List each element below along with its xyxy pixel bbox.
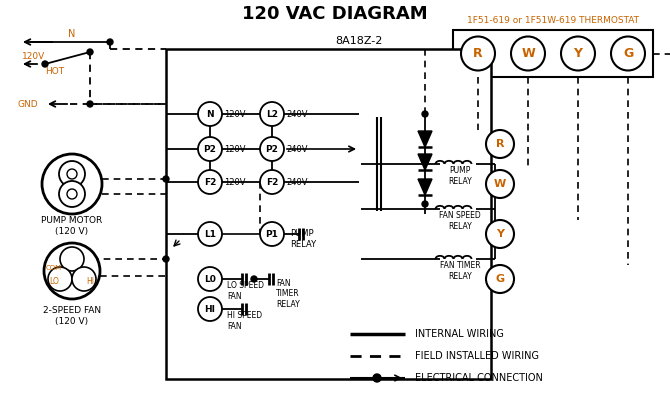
Circle shape	[59, 161, 85, 187]
Polygon shape	[418, 154, 432, 170]
Circle shape	[611, 36, 645, 70]
Circle shape	[198, 297, 222, 321]
Text: FAN TIMER
RELAY: FAN TIMER RELAY	[440, 261, 480, 281]
Text: W: W	[521, 47, 535, 60]
Text: 240V: 240V	[286, 109, 308, 119]
Bar	[453, 30, 653, 77]
Circle shape	[42, 61, 48, 67]
Circle shape	[561, 36, 595, 70]
Text: P2: P2	[204, 145, 216, 153]
Circle shape	[198, 222, 222, 246]
Circle shape	[260, 102, 284, 126]
Circle shape	[486, 220, 514, 248]
Circle shape	[373, 374, 381, 382]
Text: LO SPEED
FAN: LO SPEED FAN	[227, 281, 264, 301]
Text: PUMP MOTOR
(120 V): PUMP MOTOR (120 V)	[42, 216, 103, 236]
Text: HI: HI	[86, 277, 94, 285]
Circle shape	[163, 176, 169, 182]
Circle shape	[511, 36, 545, 70]
Circle shape	[486, 170, 514, 198]
Circle shape	[72, 267, 96, 291]
Text: PUMP
RELAY: PUMP RELAY	[448, 166, 472, 186]
Text: 120V: 120V	[224, 109, 245, 119]
Circle shape	[198, 170, 222, 194]
Circle shape	[422, 201, 428, 207]
Text: 120V: 120V	[22, 52, 46, 60]
Text: 120 VAC DIAGRAM: 120 VAC DIAGRAM	[242, 5, 428, 23]
Circle shape	[260, 222, 284, 246]
Text: 120V: 120V	[224, 145, 245, 153]
Circle shape	[60, 247, 84, 271]
Circle shape	[67, 169, 77, 179]
Polygon shape	[418, 179, 432, 195]
Text: F2: F2	[266, 178, 278, 186]
Circle shape	[87, 101, 93, 107]
Circle shape	[44, 243, 100, 299]
Text: L0: L0	[204, 274, 216, 284]
Text: N: N	[68, 29, 76, 39]
Circle shape	[198, 102, 222, 126]
Text: FAN
TIMER
RELAY: FAN TIMER RELAY	[276, 279, 299, 309]
Text: 1F51-619 or 1F51W-619 THERMOSTAT: 1F51-619 or 1F51W-619 THERMOSTAT	[467, 16, 639, 24]
Text: PUMP
RELAY: PUMP RELAY	[290, 229, 316, 249]
Circle shape	[42, 154, 102, 214]
Text: GND: GND	[18, 99, 39, 109]
Bar	[166, 49, 491, 379]
Circle shape	[461, 36, 495, 70]
Text: FAN SPEED
RELAY: FAN SPEED RELAY	[439, 211, 481, 231]
Text: G: G	[623, 47, 633, 60]
Text: R: R	[496, 139, 505, 149]
Text: 240V: 240V	[286, 178, 308, 186]
Circle shape	[486, 265, 514, 293]
Circle shape	[198, 267, 222, 291]
Text: LO: LO	[49, 277, 59, 285]
Text: 120V: 120V	[224, 178, 245, 186]
Polygon shape	[418, 131, 432, 147]
Text: L2: L2	[266, 109, 278, 119]
Text: P1: P1	[265, 230, 279, 238]
Circle shape	[87, 49, 93, 55]
Text: G: G	[495, 274, 505, 284]
Text: F2: F2	[204, 178, 216, 186]
Circle shape	[422, 111, 428, 117]
Text: INTERNAL WIRING: INTERNAL WIRING	[415, 329, 504, 339]
Text: R: R	[473, 47, 483, 60]
Text: HI: HI	[204, 305, 216, 313]
Text: L1: L1	[204, 230, 216, 238]
Circle shape	[107, 39, 113, 45]
Text: Y: Y	[496, 229, 504, 239]
Text: HOT: HOT	[46, 67, 64, 75]
Circle shape	[260, 170, 284, 194]
Text: P2: P2	[265, 145, 279, 153]
Text: N: N	[206, 109, 214, 119]
Text: 2-SPEED FAN
(120 V): 2-SPEED FAN (120 V)	[43, 306, 101, 326]
Text: 8A18Z-2: 8A18Z-2	[335, 36, 382, 46]
Text: ELECTRICAL CONNECTION: ELECTRICAL CONNECTION	[415, 373, 543, 383]
Circle shape	[59, 181, 85, 207]
Text: HI SPEED
FAN: HI SPEED FAN	[227, 311, 262, 331]
Circle shape	[251, 276, 257, 282]
Text: FIELD INSTALLED WIRING: FIELD INSTALLED WIRING	[415, 351, 539, 361]
Circle shape	[67, 189, 77, 199]
Circle shape	[48, 267, 72, 291]
Circle shape	[198, 137, 222, 161]
Text: 240V: 240V	[286, 145, 308, 153]
Text: W: W	[494, 179, 506, 189]
Text: COM: COM	[46, 265, 62, 271]
Circle shape	[163, 256, 169, 262]
Circle shape	[260, 137, 284, 161]
Circle shape	[486, 130, 514, 158]
Text: Y: Y	[574, 47, 582, 60]
Circle shape	[422, 156, 428, 162]
